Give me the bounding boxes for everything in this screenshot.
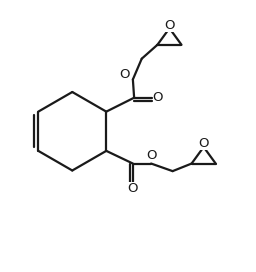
Text: O: O <box>128 182 138 195</box>
Text: O: O <box>198 137 209 150</box>
Text: O: O <box>119 69 129 81</box>
Text: O: O <box>153 91 163 104</box>
Text: O: O <box>164 18 175 32</box>
Text: O: O <box>146 149 156 162</box>
